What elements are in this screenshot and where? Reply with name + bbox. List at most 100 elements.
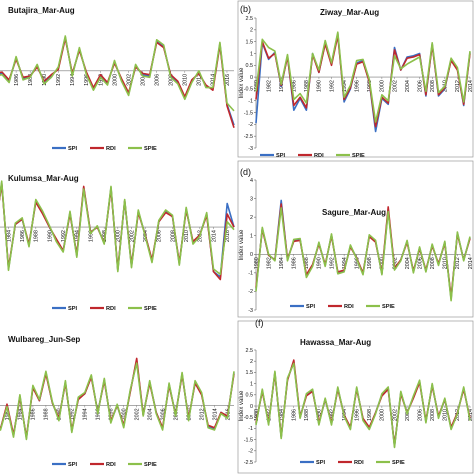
y-tick-label: 0 (250, 75, 253, 81)
x-tick-label: 1984 (6, 230, 12, 242)
x-tick-label: 2002 (135, 408, 141, 420)
legend: SPI RDI SPIE (300, 460, 405, 466)
y-tick-label: -1 (248, 271, 253, 277)
x-tick-label: 2002 (392, 409, 398, 421)
x-tick-label: 1996 (96, 408, 102, 420)
legend-label-rdi: RDI (354, 460, 364, 466)
x-tick-label: 2016 (225, 74, 231, 86)
x-tick-label: 2006 (417, 409, 423, 421)
series-line-spie (255, 362, 471, 449)
series-line-spie (0, 180, 235, 276)
y-tick-label: 2 (250, 215, 253, 221)
y-tick-label: 0 (250, 404, 253, 410)
legend-label-spi: SPI (306, 304, 315, 310)
y-tick-label: -0.5 (244, 415, 253, 421)
x-tick-label: 1992 (61, 230, 67, 242)
x-tick-label: 2000 (380, 80, 386, 92)
legend-label-spi: SPI (68, 146, 77, 152)
y-tick-label: 1.5 (246, 370, 254, 376)
y-tick-label: 2.5 (246, 16, 254, 22)
legend-label-spie: SPIE (144, 462, 157, 468)
x-tick-label: 2014 (468, 80, 474, 92)
legend-label-spie: SPIE (144, 146, 157, 152)
x-tick-label: 2006 (417, 257, 423, 269)
x-tick-label: 1986 (292, 257, 298, 269)
x-tick-label: 2008 (169, 74, 175, 86)
x-tick-label: 2008 (430, 257, 436, 269)
series-line-spie (255, 207, 471, 302)
x-tick-label: 2006 (157, 230, 163, 242)
x-tick-label: 2014 (211, 230, 217, 242)
x-tick-label: 1988 (304, 257, 310, 269)
x-tick-label: 1994 (70, 74, 76, 86)
x-tick-label: 1990 (317, 257, 323, 269)
x-tick-label: 2002 (392, 80, 398, 92)
x-tick-label: 2002 (392, 257, 398, 269)
panel-frame (237, 0, 474, 158)
legend-label-spi: SPI (68, 462, 77, 468)
y-tick-label: -1.5 (244, 437, 253, 443)
y-tick-label: -2.5 (244, 134, 253, 140)
y-tick-label: -2 (248, 449, 253, 455)
y-tick-label: -1 (248, 99, 253, 105)
y-tick-label: -2 (248, 122, 253, 128)
x-tick-label: 2008 (170, 230, 176, 242)
x-tick-label: 1994 (342, 80, 348, 92)
x-tick-label: 1984 (279, 257, 285, 269)
legend-label-spi: SPI (276, 153, 285, 159)
x-tick-label: 2008 (430, 409, 436, 421)
x-tick-label: 1996 (355, 80, 361, 92)
y-tick-label: -1 (248, 426, 253, 432)
x-tick-label: 1986 (31, 408, 37, 420)
y-tick-label: 1 (250, 234, 253, 240)
y-tick-label: -3 (248, 308, 253, 314)
x-tick-label: 2008 (430, 80, 436, 92)
x-tick-label: 2004 (405, 409, 411, 421)
x-tick-label: 2004 (140, 74, 146, 86)
x-tick-label: 1990 (317, 80, 323, 92)
legend-label-rdi: RDI (106, 146, 116, 152)
x-tick-label: 2012 (455, 257, 461, 269)
y-tick-label: 1 (250, 381, 253, 387)
x-tick-label: 1982 (266, 80, 272, 92)
legend-label-rdi: RDI (344, 304, 354, 310)
x-tick-label: 1984 (18, 408, 24, 420)
y-tick-label: -2.5 (244, 460, 253, 466)
y-axis-label: Index value (239, 390, 245, 421)
y-tick-label: 2 (250, 359, 253, 365)
x-tick-label: 1984 (279, 409, 285, 421)
chart-title: Wulbareg_Jun-Sep (8, 335, 80, 344)
panel-label: (d) (240, 167, 251, 177)
x-tick-label: 1986 (292, 409, 298, 421)
x-tick-label: 1988 (34, 230, 40, 242)
x-tick-label: 1998 (367, 409, 373, 421)
x-tick-label: 1990 (47, 230, 53, 242)
legend: SPI RDI SPIE (290, 304, 395, 310)
x-tick-label: 2012 (455, 409, 461, 421)
x-tick-label: 1988 (304, 80, 310, 92)
y-tick-label: 2.5 (246, 348, 254, 354)
x-tick-label: 2006 (154, 74, 160, 86)
chart-panel-4: -3 -2 -1 0 1 2 3 4 1980 1982 1984 1986 1988 1990 1992 1… (237, 160, 474, 318)
legend-label-rdi: RDI (106, 306, 116, 312)
x-tick-label: 1986 (14, 74, 20, 86)
x-tick-label: 1996 (88, 230, 94, 242)
x-tick-label: 2006 (417, 80, 423, 92)
legend-label-rdi: RDI (106, 462, 116, 468)
legend-label-spie: SPIE (382, 304, 395, 310)
x-tick-label: 1996 (84, 74, 90, 86)
y-tick-label: -0.5 (244, 87, 253, 93)
x-tick-label: 2010 (184, 230, 190, 242)
panel-frame (237, 320, 474, 474)
y-tick-label: 3 (250, 196, 253, 202)
x-tick-label: 2004 (405, 257, 411, 269)
series-line-spie (255, 31, 471, 123)
legend: SPI RDI SPIE (52, 306, 157, 312)
x-tick-label: 2010 (183, 74, 189, 86)
panel-label: (b) (240, 4, 251, 14)
series-line-spie (0, 35, 235, 112)
x-tick-label: 2002 (129, 230, 135, 242)
